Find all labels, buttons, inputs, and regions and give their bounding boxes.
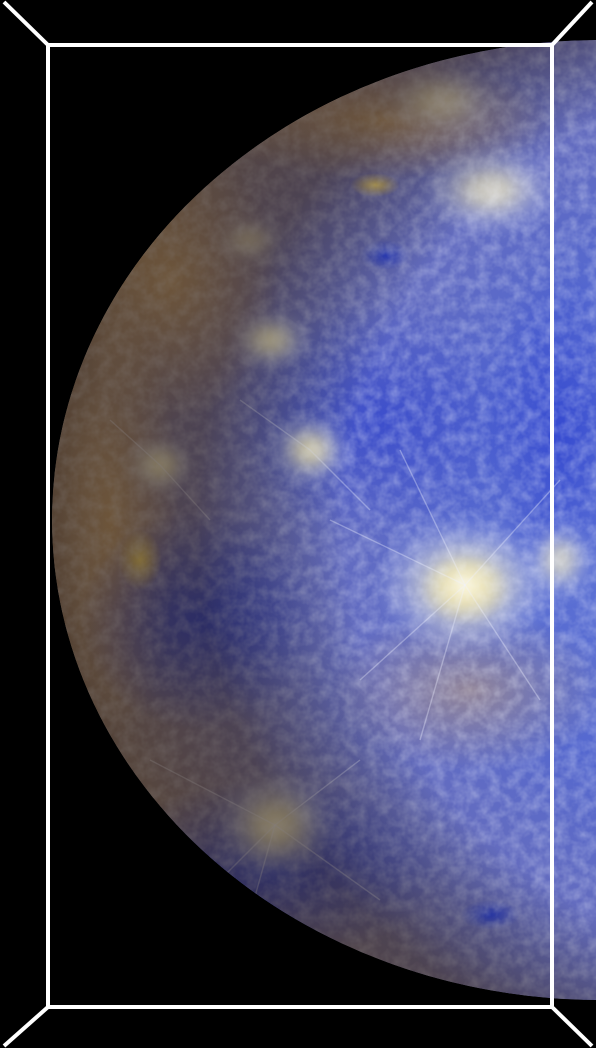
planet-image: [2, 0, 596, 1048]
frame-lines: [2, 0, 594, 1048]
image-stage: [0, 0, 596, 1048]
globe-surface: [52, 40, 596, 1000]
